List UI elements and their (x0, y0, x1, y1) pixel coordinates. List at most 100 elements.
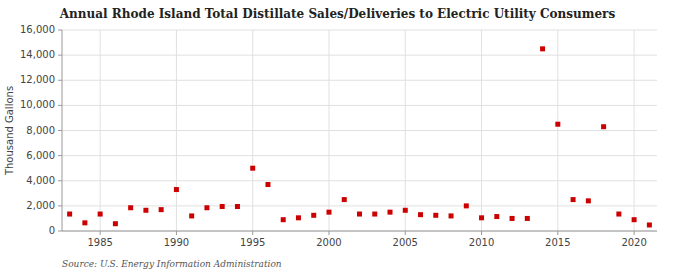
y-tick (58, 205, 62, 206)
y-tick (58, 130, 62, 131)
title: Annual Rhode Island Total Distillate Sal… (59, 7, 616, 21)
y-tick-label: 12,000 (20, 74, 55, 85)
y-grid-line (62, 55, 657, 56)
point (174, 187, 179, 192)
x-tick-label: 2005 (393, 237, 418, 248)
point (250, 166, 255, 171)
y-tick (58, 155, 62, 156)
point (616, 212, 621, 217)
x-axis-line (62, 231, 657, 232)
points (67, 46, 652, 227)
y-grid-line (62, 155, 657, 156)
x-tick-label: 2015 (545, 237, 570, 248)
y-tick-label: 0 (49, 225, 55, 236)
grid (62, 30, 657, 231)
y-grid-line (62, 105, 657, 106)
point (601, 124, 606, 129)
y-tick-label: 8,000 (26, 125, 55, 136)
point (464, 203, 469, 208)
chart-container: 0 2,000 4,000 6,000 8,000 10,000 12,000 14,000 1… (0, 0, 675, 275)
y-tick (58, 80, 62, 81)
x-tick (634, 231, 635, 235)
x-grid-line (405, 30, 406, 231)
y-tick-label: 10,000 (20, 99, 55, 110)
x-grid-line (252, 30, 253, 231)
point (555, 122, 560, 127)
point (494, 214, 499, 219)
y-axis-label: Thousand Gallons (4, 86, 15, 176)
y-tick-label: 2,000 (26, 200, 55, 211)
x-grid-line (634, 30, 635, 231)
point (647, 222, 652, 227)
chart-svg: 0 2,000 4,000 6,000 8,000 10,000 12,000 14,000 1… (0, 0, 675, 275)
point (418, 212, 423, 217)
y-axis-line (62, 30, 63, 231)
point (296, 215, 301, 220)
x-tick (176, 231, 177, 235)
x-tick-label: 2000 (316, 237, 341, 248)
point (357, 212, 362, 217)
y-tick (58, 55, 62, 56)
x-tick-label: 2010 (469, 237, 494, 248)
point (372, 212, 377, 217)
point (204, 205, 209, 210)
y-grid-line (62, 80, 657, 81)
point (220, 204, 225, 209)
point (586, 198, 591, 203)
point (571, 197, 576, 202)
y-grid-line (62, 180, 657, 181)
point (540, 46, 545, 51)
x-grid-line (328, 30, 329, 231)
point (342, 197, 347, 202)
point (159, 207, 164, 212)
point (326, 210, 331, 215)
x-tick (481, 231, 482, 235)
point (510, 216, 515, 221)
y-tick (58, 30, 62, 31)
y-grid-line (62, 30, 657, 31)
point (82, 220, 87, 225)
point (525, 216, 530, 221)
x-grid-line (176, 30, 177, 231)
point (143, 208, 148, 213)
x-grid-line (557, 30, 558, 231)
x-tick-label: 1985 (87, 237, 112, 248)
axes: 0 2,000 4,000 6,000 8,000 10,000 12,000 14,000 1… (20, 24, 657, 248)
point (113, 221, 118, 226)
point (388, 210, 393, 215)
y-grid-line (62, 130, 657, 131)
point (479, 215, 484, 220)
point (632, 217, 637, 222)
y-tick-label: 4,000 (26, 175, 55, 186)
y-tick (58, 231, 62, 232)
y-tick-label: 16,000 (20, 24, 55, 35)
y-tick-label: 6,000 (26, 150, 55, 161)
x-tick (557, 231, 558, 235)
source-note: Source: U.S. Energy Information Administ… (62, 259, 282, 269)
point (67, 212, 72, 217)
x-tick (100, 231, 101, 235)
point (449, 213, 454, 218)
point (189, 213, 194, 218)
x-tick (328, 231, 329, 235)
point (128, 205, 133, 210)
point (311, 213, 316, 218)
point (235, 204, 240, 209)
x-tick-label: 2020 (621, 237, 646, 248)
y-grid-line (62, 231, 657, 232)
point (403, 208, 408, 213)
point (265, 182, 270, 187)
point (433, 213, 438, 218)
x-tick-label: 1995 (240, 237, 265, 248)
y-tick (58, 180, 62, 181)
x-tick (252, 231, 253, 235)
point (281, 217, 286, 222)
x-tick (405, 231, 406, 235)
y-tick-label: 14,000 (20, 49, 55, 60)
point (98, 212, 103, 217)
x-grid-line (481, 30, 482, 231)
y-tick (58, 105, 62, 106)
x-grid-line (100, 30, 101, 231)
x-tick-label: 1990 (164, 237, 189, 248)
y-grid-line (62, 205, 657, 206)
